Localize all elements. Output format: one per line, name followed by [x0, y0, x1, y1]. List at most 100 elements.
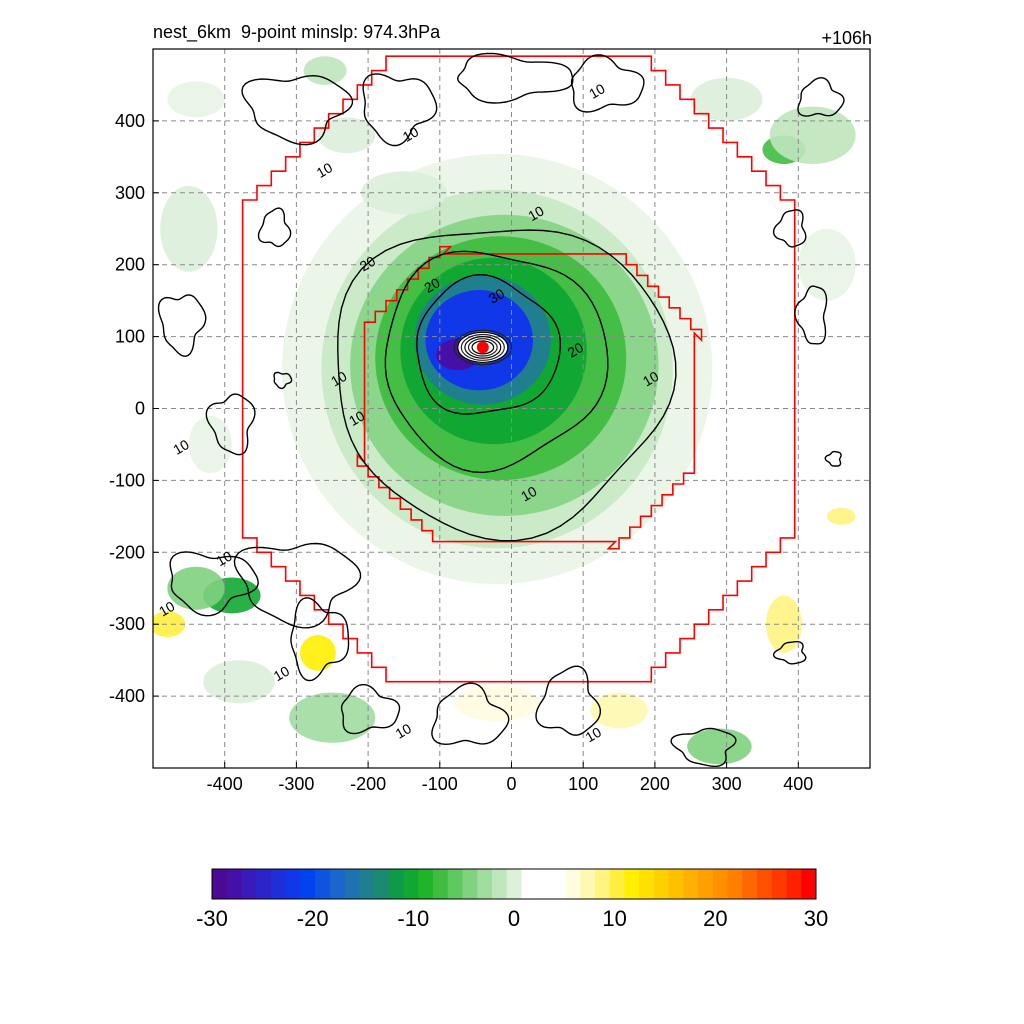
- contour-level-10: [205, 393, 256, 456]
- contour-label: 10: [271, 662, 293, 684]
- colorbar-swatch: [712, 869, 729, 899]
- grid-lines: [153, 49, 870, 768]
- colorbar-swatch: [565, 869, 581, 899]
- colorbar-swatch: [212, 869, 228, 899]
- colorbar-swatch: [388, 869, 405, 899]
- contour-level-10: [257, 207, 292, 248]
- colorbar-swatch: [447, 869, 463, 899]
- contour-label: 10: [314, 159, 336, 181]
- x-tick-label: -100: [422, 774, 458, 794]
- field-patch: [798, 228, 856, 301]
- colorbar-swatch: [683, 869, 699, 899]
- contour-level-10: [362, 73, 438, 147]
- contour-level-10: [431, 682, 510, 746]
- field-patch: [167, 81, 225, 118]
- colorbar-swatch: [639, 869, 655, 899]
- colorbar-swatch: [491, 869, 508, 899]
- contour-label: 10: [213, 547, 235, 569]
- colorbar-swatch: [241, 869, 257, 899]
- inner-core-contour: [457, 331, 509, 364]
- x-tick-label: 100: [568, 774, 598, 794]
- field-patch: [590, 692, 648, 729]
- axes: -400 -300 -200 -100 0 100 200 300 400-400-300-20…: [109, 111, 813, 794]
- colorbar-swatch: [432, 869, 449, 899]
- y-tick-label: 100: [115, 327, 145, 347]
- colorbar-swatch: [418, 869, 434, 899]
- contour-label: 10: [156, 598, 178, 620]
- colorbar-swatch: [300, 869, 316, 899]
- colorbar-swatch: [801, 869, 817, 899]
- field-patch: [317, 117, 376, 154]
- colorbar-swatch: [285, 869, 301, 899]
- colorbar-swatch: [668, 869, 684, 899]
- colorbar-swatch: [653, 869, 670, 899]
- field-patch: [167, 566, 225, 610]
- colorbar-tick-label: -20: [297, 906, 329, 931]
- contour-level-10: [670, 727, 737, 767]
- contour-level-10: [797, 77, 845, 117]
- colorbar-swatch: [226, 869, 242, 899]
- x-tick-label: -200: [350, 774, 386, 794]
- y-tick-label: 400: [115, 111, 145, 131]
- contour-level-30: [416, 273, 561, 415]
- colorbar-swatch: [757, 869, 773, 899]
- colorbar-swatch: [506, 869, 522, 899]
- plot-area: 10 10 10 20 20 30 20 10 10 10 10 10 10 10 10 10 10 10: [153, 49, 870, 768]
- colorbar-swatch: [359, 869, 375, 899]
- field-patch: [299, 635, 336, 671]
- colorbar-swatch: [270, 869, 287, 899]
- y-tick-label: 0: [135, 399, 145, 419]
- contour-lines: 10 10 10 20 20 30 20 10 10 10 10 10 10 10 10 10 10 10: [156, 52, 845, 767]
- contour-level-10: [772, 641, 807, 665]
- contour-level-20: [384, 250, 609, 474]
- chart-title: nest_6km 9-point minslp: 974.3hPa: [153, 22, 441, 42]
- colorbar-tick-label: -30: [196, 906, 228, 931]
- contour-label: 10: [170, 436, 192, 458]
- colorbar-swatch: [595, 869, 611, 899]
- field-patch: [826, 507, 856, 525]
- y-tick-label: -400: [109, 686, 145, 706]
- x-tick-label: 400: [783, 774, 813, 794]
- colorbar-swatch: [315, 869, 331, 899]
- x-tick-label: -400: [207, 774, 243, 794]
- inner-core-contour: [471, 340, 495, 355]
- colorbar-swatch: [580, 869, 596, 899]
- colorbar-tick-label: 20: [703, 906, 727, 931]
- contour-level-10: [337, 229, 677, 542]
- contour-level-10: [273, 371, 293, 390]
- contour-label: 20: [421, 274, 443, 296]
- contour-label: 10: [586, 80, 608, 102]
- field-patch: [769, 106, 856, 164]
- field-patch: [289, 692, 376, 743]
- colorbar-swatch: [521, 869, 537, 899]
- contour-level-10: [157, 294, 207, 357]
- colorbar-swatch: [256, 869, 272, 899]
- colorbar-swatch: [698, 869, 714, 899]
- y-tick-label: -300: [109, 614, 145, 634]
- contour-level-10: [570, 54, 645, 113]
- colorbar-swatch: [329, 869, 346, 899]
- field-patch: [690, 77, 763, 121]
- contour-label: 10: [525, 202, 547, 224]
- field-patch: [160, 185, 218, 272]
- y-tick-label: -100: [109, 470, 145, 490]
- contour-level-10: [824, 450, 842, 467]
- colorbar-frame: [211, 868, 817, 900]
- colorbar: -30 -20 -10 0 10 20 30: [196, 868, 828, 931]
- colorbar-tick-label: 10: [602, 906, 626, 931]
- contour-level-10: [535, 665, 601, 736]
- field-patch: [360, 171, 447, 215]
- field-patch: [188, 415, 232, 474]
- field-patch: [454, 685, 541, 722]
- contour-label: 20: [357, 253, 379, 275]
- contour-label: 10: [518, 483, 540, 505]
- field-patch: [203, 660, 275, 704]
- colorbar-swatch: [624, 869, 640, 899]
- contour-level-10: [457, 52, 574, 104]
- colorbar-swatch: [609, 869, 625, 899]
- colorbar-swatch: [550, 869, 567, 899]
- inner-nest-boundary: [356, 245, 703, 550]
- contour-label: 10: [328, 368, 350, 390]
- x-tick-label: 300: [712, 774, 742, 794]
- colorbar-swatch: [344, 869, 360, 899]
